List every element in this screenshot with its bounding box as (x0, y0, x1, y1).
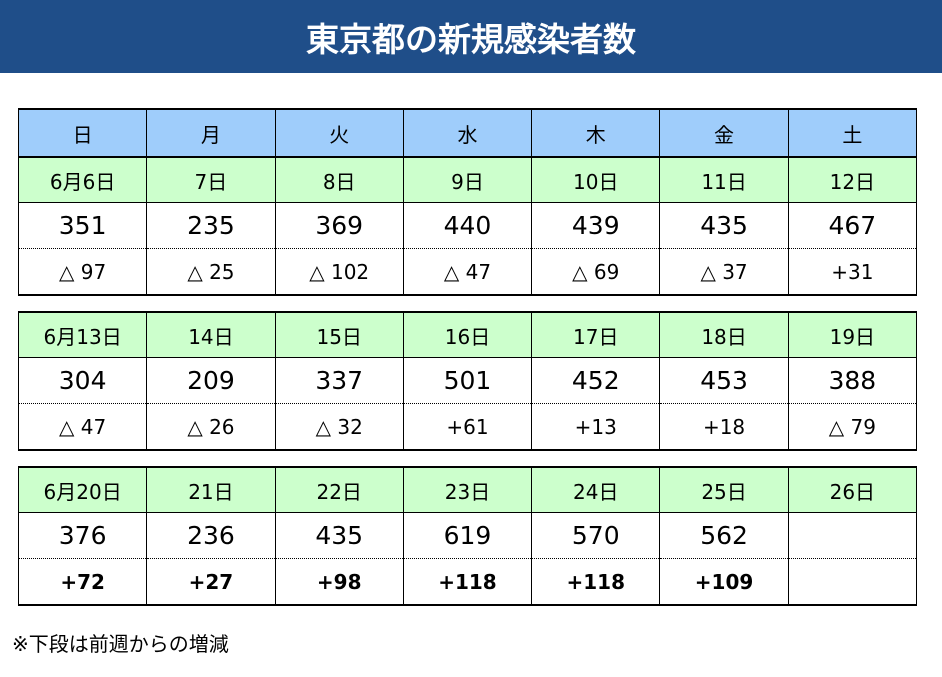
date-cell: 15日 (274, 311, 404, 358)
weekday-cell: 土 (787, 108, 918, 158)
date-cell: 21日 (146, 466, 276, 513)
empty-cell (787, 512, 918, 559)
change-cell: +13 (531, 403, 661, 451)
count-cell: 440 (402, 202, 533, 249)
count-cell: 369 (274, 202, 404, 249)
date-cell: 18日 (659, 311, 789, 358)
date-cell: 6月13日 (17, 311, 148, 358)
weekday-row: 日月火水木金土 (17, 108, 918, 158)
date-cell: 17日 (531, 311, 661, 358)
change-cell: △ 69 (531, 248, 661, 296)
date-cell: 14日 (146, 311, 276, 358)
date-cell: 9日 (402, 156, 533, 203)
weekday-cell: 金 (659, 108, 789, 158)
count-row: 376 236 435 619 570 562 (17, 512, 918, 559)
empty-cell (787, 558, 918, 606)
count-cell: 435 (274, 512, 404, 559)
change-cell: +98 (274, 558, 404, 606)
change-cell: △ 102 (274, 248, 404, 296)
count-cell: 439 (531, 202, 661, 249)
table-body: 日月火水木金土 6月6日 7日 8日 9日 10日 11日 12日 351 235 369 440 43… (17, 108, 918, 296)
date-row: 6月13日 14日 15日 16日 17日 18日 19日 (17, 311, 918, 358)
count-cell: 351 (17, 202, 148, 249)
change-cell: △ 26 (146, 403, 276, 451)
change-cell: +118 (531, 558, 661, 606)
date-cell: 16日 (402, 311, 533, 358)
change-cell: △ 47 (17, 403, 148, 451)
date-cell: 19日 (787, 311, 918, 358)
count-cell: 619 (402, 512, 533, 559)
count-cell: 209 (146, 357, 276, 404)
change-cell: +109 (659, 558, 789, 606)
change-cell: +118 (402, 558, 533, 606)
change-row: △ 97 △ 25 △ 102 △ 47 △ 69 △ 37 +31 (17, 248, 918, 296)
date-cell: 22日 (274, 466, 404, 513)
count-cell: 467 (787, 202, 918, 249)
change-cell: +72 (17, 558, 148, 606)
count-cell: 376 (17, 512, 148, 559)
change-cell: +18 (659, 403, 789, 451)
change-cell: △ 97 (17, 248, 148, 296)
date-cell: 6月20日 (17, 466, 148, 513)
count-cell: 236 (146, 512, 276, 559)
change-row: △ 47 △ 26 △ 32 +61 +13 +18 △ 79 (17, 403, 918, 451)
count-cell: 304 (17, 357, 148, 404)
count-cell: 388 (787, 357, 918, 404)
date-cell: 26日 (787, 466, 918, 513)
count-cell: 337 (274, 357, 404, 404)
weekday-cell: 水 (402, 108, 533, 158)
weekday-cell: 木 (531, 108, 661, 158)
count-cell: 501 (402, 357, 533, 404)
page-title: 東京都の新規感染者数 (0, 0, 942, 73)
date-cell: 6月6日 (17, 156, 148, 203)
change-row: +72 +27 +98 +118 +118 +109 (17, 558, 918, 606)
change-cell: +61 (402, 403, 533, 451)
footnote: ※下段は前週からの増減 (12, 632, 229, 656)
date-cell: 24日 (531, 466, 661, 513)
change-cell: +27 (146, 558, 276, 606)
date-cell: 25日 (659, 466, 789, 513)
date-cell: 23日 (402, 466, 533, 513)
count-cell: 453 (659, 357, 789, 404)
count-cell: 235 (146, 202, 276, 249)
count-row: 351 235 369 440 439 435 467 (17, 202, 918, 249)
count-cell: 435 (659, 202, 789, 249)
table-body: 6月20日 21日 22日 23日 24日 25日 26日 376 236 435 619 570 56… (17, 466, 918, 606)
change-cell: △ 25 (146, 248, 276, 296)
count-cell: 562 (659, 512, 789, 559)
weekday-cell: 火 (274, 108, 404, 158)
change-cell: △ 79 (787, 403, 918, 451)
count-cell: 570 (531, 512, 661, 559)
date-cell: 8日 (274, 156, 404, 203)
week-table: 日月火水木金土 6月6日 7日 8日 9日 10日 11日 12日 351 235 369 440 43… (17, 108, 918, 296)
date-cell: 7日 (146, 156, 276, 203)
count-cell: 452 (531, 357, 661, 404)
date-row: 6月20日 21日 22日 23日 24日 25日 26日 (17, 466, 918, 513)
week-table: 6月13日 14日 15日 16日 17日 18日 19日 304 209 337 501 452 45… (17, 311, 918, 451)
week-table: 6月20日 21日 22日 23日 24日 25日 26日 376 236 435 619 570 56… (17, 466, 918, 606)
date-cell: 11日 (659, 156, 789, 203)
count-row: 304 209 337 501 452 453 388 (17, 357, 918, 404)
change-cell: △ 32 (274, 403, 404, 451)
date-row: 6月6日 7日 8日 9日 10日 11日 12日 (17, 156, 918, 203)
table-body: 6月13日 14日 15日 16日 17日 18日 19日 304 209 337 501 452 45… (17, 311, 918, 451)
change-cell: △ 37 (659, 248, 789, 296)
change-cell: △ 47 (402, 248, 533, 296)
weekday-cell: 日 (17, 108, 148, 158)
weekday-cell: 月 (146, 108, 276, 158)
date-cell: 12日 (787, 156, 918, 203)
change-cell: +31 (787, 248, 918, 296)
date-cell: 10日 (531, 156, 661, 203)
